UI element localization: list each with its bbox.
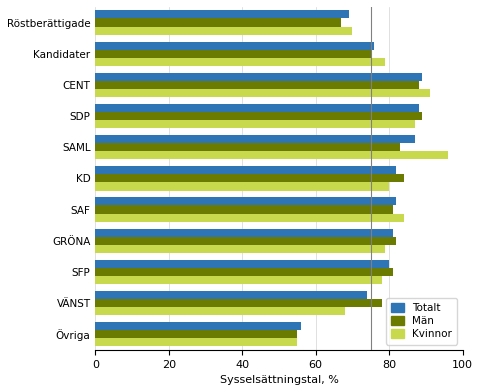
Bar bbox=[96, 104, 419, 112]
Bar bbox=[96, 73, 422, 81]
Bar bbox=[96, 143, 400, 151]
Bar bbox=[96, 112, 422, 120]
Bar bbox=[96, 89, 430, 97]
Legend: Totalt, Män, Kvinnor: Totalt, Män, Kvinnor bbox=[386, 298, 457, 345]
Bar bbox=[96, 166, 396, 174]
Bar bbox=[96, 276, 382, 284]
Bar bbox=[96, 229, 393, 237]
Bar bbox=[96, 198, 396, 205]
Bar bbox=[96, 291, 367, 299]
Bar bbox=[96, 18, 341, 27]
Bar bbox=[96, 151, 448, 160]
Bar bbox=[96, 50, 371, 58]
Bar bbox=[96, 299, 382, 307]
Bar bbox=[96, 237, 396, 245]
Bar bbox=[96, 330, 297, 338]
Bar bbox=[96, 260, 389, 268]
Bar bbox=[96, 81, 419, 89]
Bar bbox=[96, 307, 345, 315]
Bar bbox=[96, 245, 385, 253]
Bar bbox=[96, 120, 415, 128]
Bar bbox=[96, 174, 404, 182]
Bar bbox=[96, 214, 404, 222]
Bar bbox=[96, 135, 415, 143]
Bar bbox=[96, 182, 389, 191]
Bar bbox=[96, 322, 301, 330]
Bar bbox=[96, 10, 349, 18]
Bar bbox=[96, 58, 385, 66]
Bar bbox=[96, 268, 393, 276]
Bar bbox=[96, 27, 352, 34]
X-axis label: Sysselsättningstal, %: Sysselsättningstal, % bbox=[219, 375, 338, 385]
Bar bbox=[96, 42, 374, 50]
Bar bbox=[96, 205, 393, 214]
Bar bbox=[96, 338, 297, 347]
